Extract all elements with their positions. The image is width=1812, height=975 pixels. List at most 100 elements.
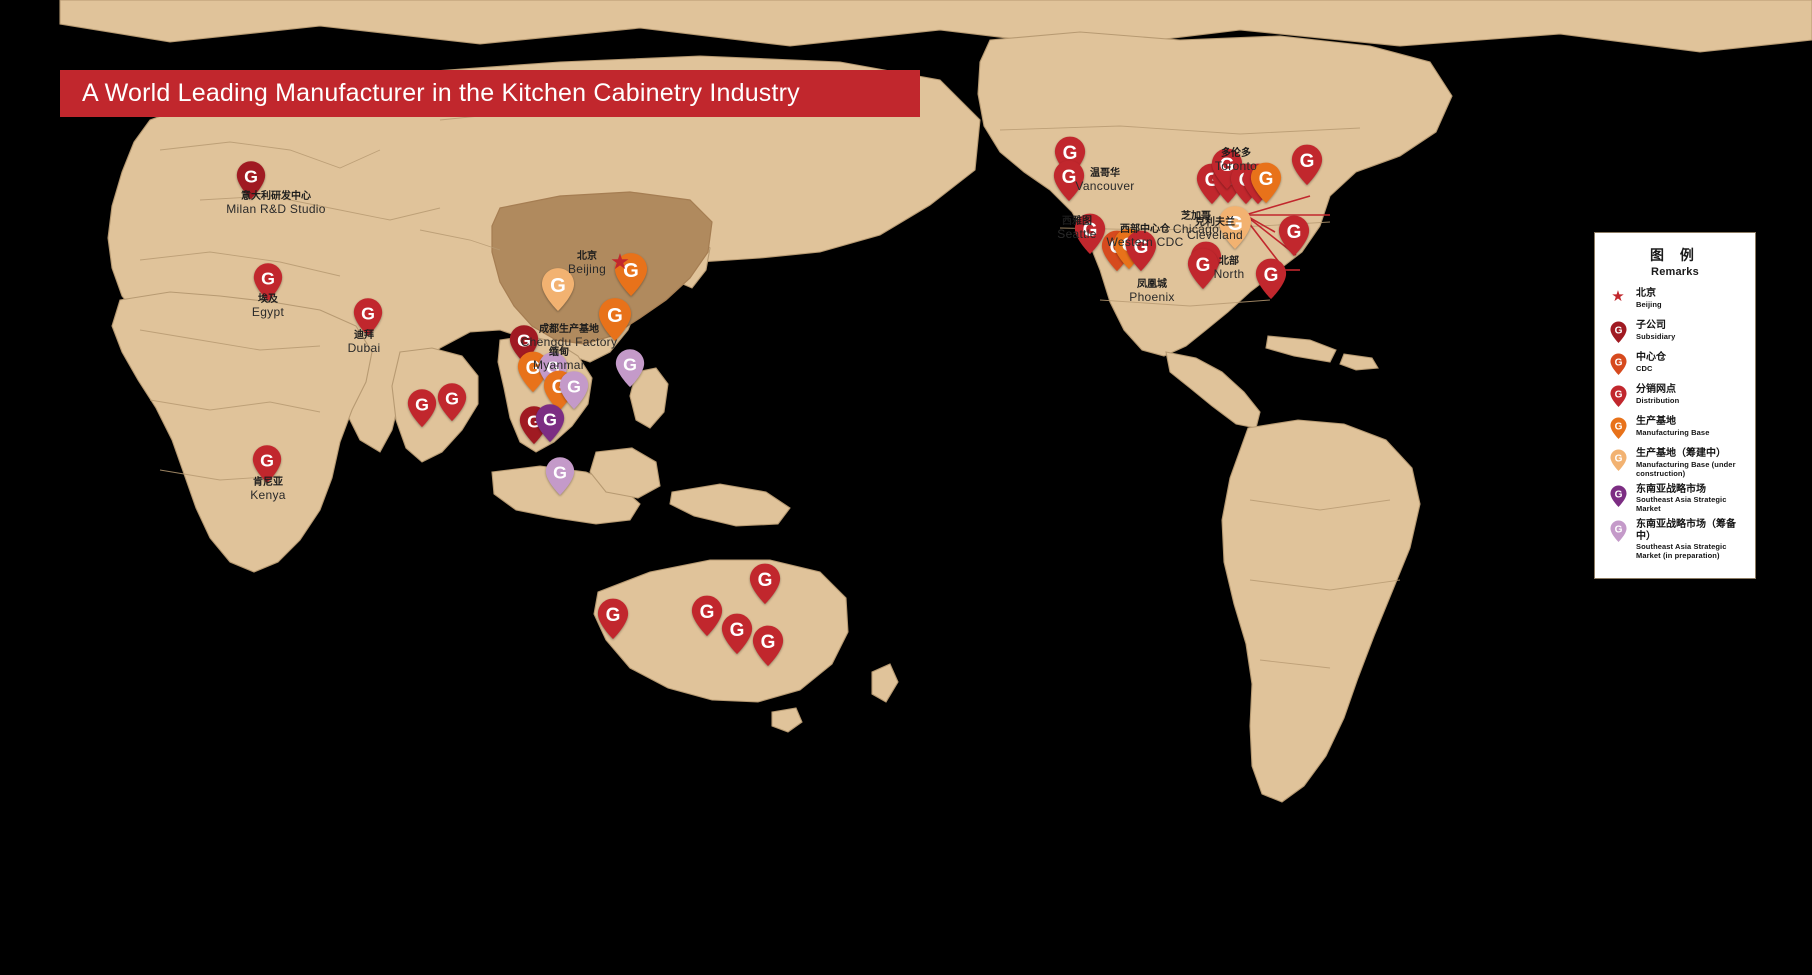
land-newzealand bbox=[871, 663, 899, 703]
marker-north[interactable]: G bbox=[1218, 205, 1252, 250]
svg-text:G: G bbox=[758, 570, 773, 591]
svg-text:G: G bbox=[543, 409, 557, 429]
land-hispaniola bbox=[1339, 353, 1379, 371]
page-title: A World Leading Manufacturer in the Kitc… bbox=[82, 79, 800, 107]
legend-row-7: G 东南亚战略市场 Southeast Asia Strategic Market bbox=[1603, 484, 1747, 514]
svg-text:G: G bbox=[553, 462, 567, 482]
svg-text:G: G bbox=[1614, 453, 1622, 464]
svg-text:G: G bbox=[606, 605, 621, 626]
svg-text:G: G bbox=[361, 303, 375, 323]
legend-label-cn-4: 分销网点 bbox=[1636, 384, 1676, 395]
legend-row-5: G 生产基地 Manufacturing Base bbox=[1603, 416, 1747, 442]
pin-icon: G bbox=[1603, 384, 1633, 407]
svg-text:G: G bbox=[261, 268, 275, 288]
marker-egypt[interactable]: G bbox=[253, 262, 283, 302]
marker-shanghai[interactable]: G bbox=[614, 252, 648, 297]
legend-rows: ★ 北京 Beijing G 子公司 Subsidiary G 中心仓 CDC G 分销… bbox=[1603, 288, 1747, 560]
marker-indonesia[interactable]: G bbox=[545, 456, 575, 496]
legend-label-cn-8: 东南亚战略市场（筹备中） bbox=[1636, 519, 1736, 542]
marker-caribbean[interactable]: G bbox=[1255, 258, 1287, 300]
legend-text-2: 子公司 Subsidiary bbox=[1633, 320, 1747, 341]
marker-northeast-2[interactable]: G bbox=[1278, 215, 1310, 257]
star-icon: ★ bbox=[1611, 288, 1625, 305]
marker-kenya[interactable]: G bbox=[252, 444, 282, 484]
legend-text-1: 北京 Beijing bbox=[1633, 288, 1747, 309]
marker-adelaide[interactable]: G bbox=[691, 595, 723, 637]
svg-text:G: G bbox=[517, 330, 531, 350]
svg-text:G: G bbox=[1196, 255, 1211, 276]
svg-text:G: G bbox=[445, 388, 459, 408]
land-africa bbox=[111, 291, 373, 573]
svg-text:G: G bbox=[1614, 357, 1622, 368]
marker-chengdu[interactable]: G bbox=[541, 267, 575, 312]
svg-text:G: G bbox=[1227, 213, 1243, 235]
land-australia bbox=[593, 559, 849, 703]
svg-text:G: G bbox=[526, 358, 541, 379]
svg-text:G: G bbox=[550, 275, 566, 297]
marker-mumbai[interactable]: G bbox=[437, 382, 467, 422]
legend-text-4: 分销网点 Distribution bbox=[1633, 384, 1747, 405]
svg-text:G: G bbox=[623, 260, 639, 282]
legend-label-en-1: Beijing bbox=[1636, 299, 1662, 309]
legend-label-cn-5: 生产基地 bbox=[1636, 416, 1676, 427]
legend-title-cn: 图 例 bbox=[1650, 247, 1700, 263]
legend-row-1: ★ 北京 Beijing bbox=[1603, 288, 1747, 314]
marker-sydney[interactable]: G bbox=[749, 563, 781, 605]
pin-icon: G bbox=[1603, 416, 1633, 439]
legend-label-en-8: Southeast Asia Strategic Market (in prep… bbox=[1636, 542, 1727, 560]
marker-brisbane[interactable]: G bbox=[752, 625, 784, 667]
marker-vancouver-2[interactable]: G bbox=[1053, 160, 1085, 202]
marker-cleveland-3[interactable]: G bbox=[1250, 162, 1282, 204]
marker-western-cdc-3[interactable]: G bbox=[1125, 230, 1157, 272]
marker-singapore[interactable]: G bbox=[535, 403, 565, 443]
svg-text:G: G bbox=[700, 602, 715, 623]
marker-dubai[interactable]: G bbox=[353, 297, 383, 337]
svg-text:G: G bbox=[1614, 489, 1622, 500]
marker-seattle[interactable]: G bbox=[1074, 213, 1106, 255]
legend-row-4: G 分销网点 Distribution bbox=[1603, 384, 1747, 410]
legend-row-2: G 子公司 Subsidiary bbox=[1603, 320, 1747, 346]
marker-perth[interactable]: G bbox=[597, 598, 629, 640]
legend-title-en: Remarks bbox=[1651, 266, 1699, 278]
svg-text:G: G bbox=[1614, 325, 1622, 336]
legend-text-5: 生产基地 Manufacturing Base bbox=[1633, 416, 1747, 437]
marker-northeast-1[interactable]: G bbox=[1291, 144, 1323, 186]
legend-text-3: 中心仓 CDC bbox=[1633, 352, 1747, 373]
land-philippines bbox=[629, 367, 669, 429]
legend-label-cn-2: 子公司 bbox=[1636, 320, 1666, 331]
marker-guangdong[interactable]: G bbox=[598, 297, 632, 342]
legend-label-cn-6: 生产基地（筹建中） bbox=[1636, 448, 1726, 459]
legend-label-en-5: Manufacturing Base bbox=[1636, 427, 1710, 437]
svg-text:G: G bbox=[1062, 167, 1077, 188]
svg-text:G: G bbox=[607, 305, 623, 327]
land-borneo bbox=[589, 447, 661, 499]
land-newguinea bbox=[669, 483, 791, 527]
marker-vietnam[interactable]: G bbox=[559, 370, 589, 410]
marker-philippines[interactable]: G bbox=[615, 348, 645, 388]
legend-text-7: 东南亚战略市场 Southeast Asia Strategic Market bbox=[1633, 484, 1747, 514]
legend-label-en-7: Southeast Asia Strategic Market bbox=[1636, 495, 1727, 513]
svg-text:G: G bbox=[1063, 143, 1078, 164]
land-cuba bbox=[1265, 335, 1337, 363]
legend-label-cn-3: 中心仓 bbox=[1636, 352, 1666, 363]
leader-line-1 bbox=[1244, 195, 1311, 216]
star-icon: ★ bbox=[610, 249, 630, 274]
svg-text:G: G bbox=[1614, 524, 1622, 535]
marker-milan[interactable]: G bbox=[236, 160, 266, 200]
pin-icon: G bbox=[1603, 352, 1633, 375]
svg-text:G: G bbox=[1614, 421, 1622, 432]
legend-text-6: 生产基地（筹建中） Manufacturing Base (under const… bbox=[1633, 448, 1747, 478]
legend-row-6: G 生产基地（筹建中） Manufacturing Base (under con… bbox=[1603, 448, 1747, 478]
marker-india[interactable]: G bbox=[407, 388, 437, 428]
pin-icon: G bbox=[1603, 448, 1633, 471]
marker-southeast[interactable]: G bbox=[1187, 248, 1219, 290]
svg-text:G: G bbox=[567, 376, 581, 396]
land-tasmania bbox=[771, 707, 803, 733]
svg-text:G: G bbox=[260, 450, 274, 470]
pin-icon: G bbox=[1603, 484, 1633, 507]
legend-label-en-6: Manufacturing Base (under construction) bbox=[1636, 459, 1736, 478]
marker-melbourne[interactable]: G bbox=[721, 613, 753, 655]
